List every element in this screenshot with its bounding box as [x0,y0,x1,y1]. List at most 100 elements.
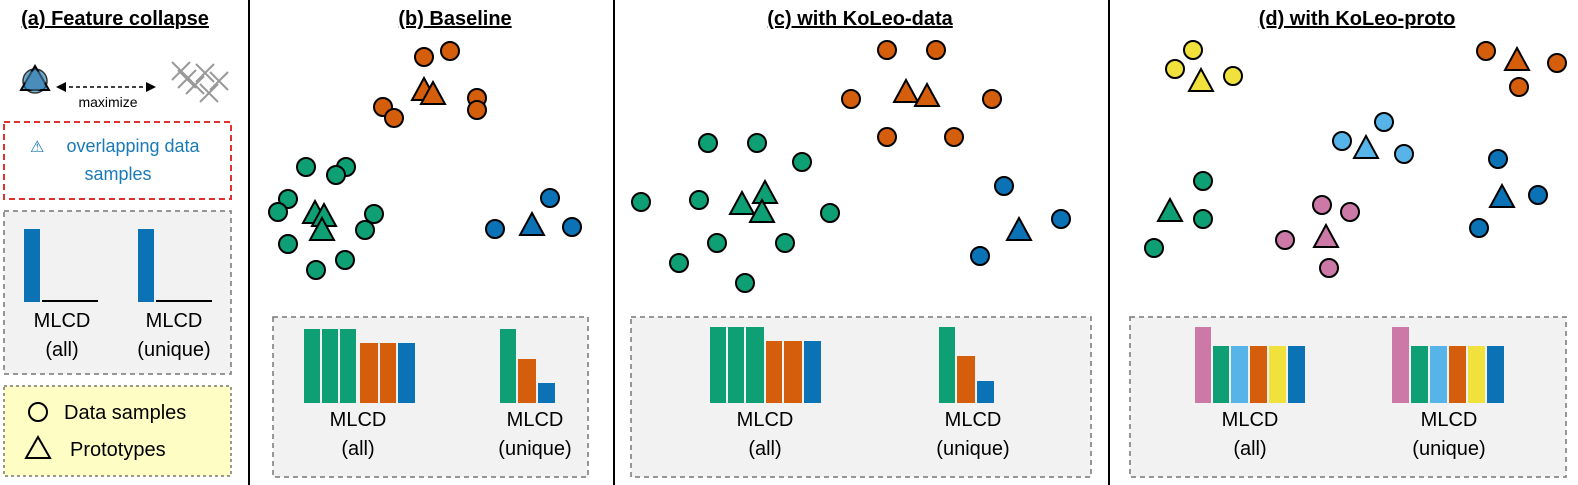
panel-c-mlcd-all-bars [710,327,821,403]
mlcd-bar [728,327,744,403]
mlcd-bar [1449,346,1466,403]
mlcd-bar [340,329,356,403]
mlcd-bar [1231,346,1248,403]
legend-triangle-icon [24,434,52,459]
data-sample [669,253,689,273]
panel-c-mlcd-all-label1: MLCD [737,409,794,431]
data-sample [1165,59,1185,79]
data-sample [1319,258,1339,278]
prototype [308,215,336,241]
prototype [913,81,941,107]
data-sample [335,250,355,270]
mlcd-bar [380,343,396,403]
prototype [748,197,776,223]
data-sample [278,234,298,254]
panel-a-mlcd-all-label2: (all) [45,339,78,361]
mlcd-bar [766,341,782,403]
data-sample [540,188,560,208]
data-sample [877,40,897,60]
panel-a-mlcd-unique-bar [138,229,154,302]
mlcd-bar [360,343,378,403]
prototype [518,210,546,236]
panel-a-title: (a) Feature collapse [21,8,209,30]
data-sample [1340,202,1360,222]
data-sample [1051,209,1071,229]
panel-d-mlcd-all-bars [1195,327,1305,403]
data-sample [735,273,755,293]
warning-icon: ⚠ [30,139,44,156]
data-sample [1374,112,1394,132]
data-sample [364,204,384,224]
data-sample [485,219,505,239]
data-sample [747,133,767,153]
prototype [892,77,920,103]
mlcd-bar [1269,346,1286,403]
prototype [1352,133,1380,159]
panel-a-mlcd-unique-label2: (unique) [137,339,210,361]
panel-b-mlcd-all-label1: MLCD [330,409,387,431]
data-sample [278,189,298,209]
mlcd-bar [784,341,802,403]
mlcd-bar [1213,346,1229,403]
data-sample [1223,66,1243,86]
panel-b-scatter [268,41,582,280]
mlcd-bar [804,341,821,403]
maximize-label: maximize [78,94,137,110]
panel-c-mlcd-unique-bars [939,327,994,403]
legend-circle-icon [28,402,48,422]
data-sample [296,157,316,177]
prototype [1503,45,1531,71]
data-sample [982,89,1002,109]
data-sample [355,220,375,240]
panel-d-mlcd-unique-label1: MLCD [1421,409,1478,431]
panel-a-mlcd-all-bar [24,229,40,302]
data-sample [631,192,651,212]
data-sample [970,246,990,266]
data-sample [841,89,861,109]
warning-text-line2: samples [84,164,151,184]
mlcd-bar [1250,346,1267,403]
data-sample [1394,144,1414,164]
panel-b-title: (b) Baseline [398,8,511,30]
mlcd-bar [746,327,764,403]
panel-b-mlcd-unique-label1: MLCD [507,409,564,431]
panel-a-mlcd-unique-label1: MLCD [146,310,203,332]
panel-b-mlcd-unique-label2: (unique) [498,438,571,460]
mlcd-bar [304,329,320,403]
panel-a-mlcd-all-label1: MLCD [34,310,91,332]
panel-d-title: (d) with KoLeo-proto [1259,8,1456,30]
panel-c-title: (c) with KoLeo-data [767,8,953,30]
mlcd-bar [1411,346,1428,403]
data-sample [268,202,288,222]
panel-d-mlcd-all-label1: MLCD [1222,409,1279,431]
mlcd-bar [939,327,955,403]
data-sample [707,233,727,253]
maximize-arrow [56,82,156,92]
data-sample [440,41,460,61]
mlcd-bar [322,329,338,403]
data-sample [1193,209,1213,229]
panel-d-scatter [1144,40,1567,278]
data-sample [1332,131,1352,151]
mlcd-bar [977,381,994,403]
data-sample [467,100,487,120]
legend-data-samples-label: Data samples [64,402,186,424]
prototype [1156,196,1184,222]
panel-c-mlcd-all-label2: (all) [748,438,781,460]
data-sample [926,40,946,60]
data-sample [1469,218,1489,238]
data-sample [689,190,709,210]
panel-b-mlcd-all-bars [304,329,415,403]
panel-d-mlcd-unique-label2: (unique) [1412,438,1485,460]
prototype [1187,66,1215,92]
prototype [751,178,779,204]
warning-text-line1: overlapping data [66,136,200,156]
data-sample [384,108,404,128]
data-sample [698,133,718,153]
data-sample [944,127,964,147]
legend-prototypes-label: Prototypes [70,439,166,461]
panel-d-mlcd-all-label2: (all) [1233,438,1266,460]
mlcd-bar [710,327,726,403]
data-sample [877,127,897,147]
